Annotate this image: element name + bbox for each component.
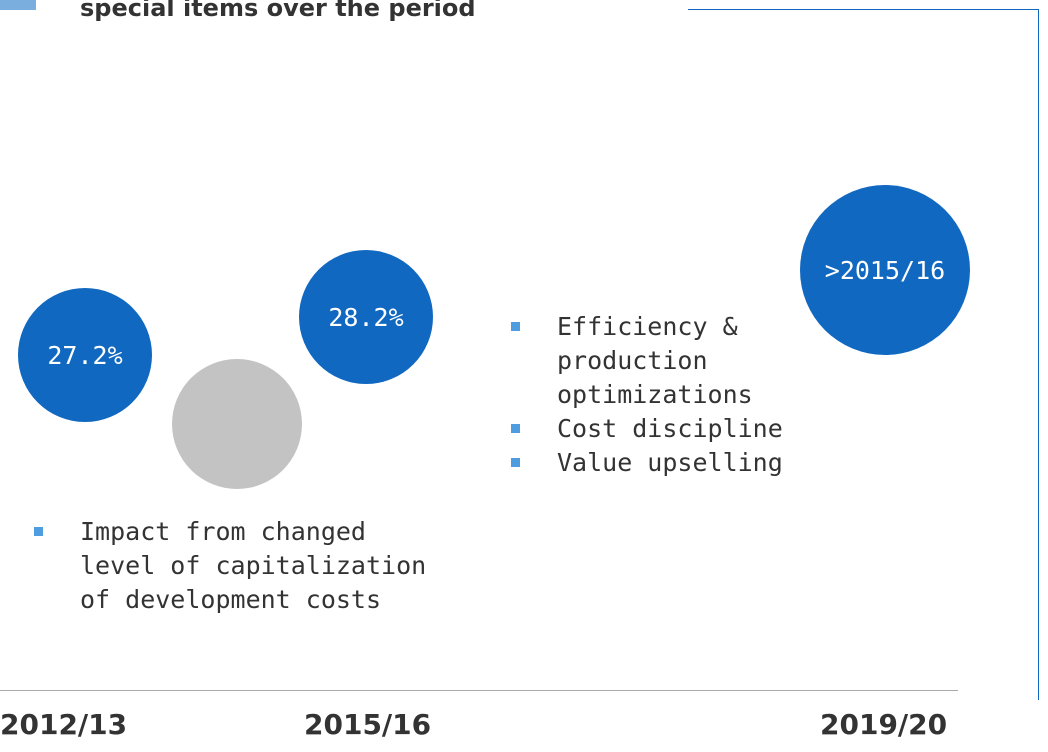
title: special items over the period <box>80 0 476 22</box>
circle-label: 27.2% <box>47 340 123 370</box>
timeline-axis <box>0 690 958 691</box>
bullet: Efficiency & production optimizations <box>511 310 801 412</box>
bullet: Value upselling <box>511 446 801 480</box>
year-label: 2012/13 <box>0 708 128 741</box>
circle: 27.2% <box>18 288 152 422</box>
circle-label: 28.2% <box>328 302 404 332</box>
bullet: Cost discipline <box>511 412 801 446</box>
frame <box>688 9 1039 700</box>
circle: 28.2% <box>299 250 433 384</box>
circle-label: >2015/16 <box>824 255 946 285</box>
bullet-list: Impact from changed level of capitalizat… <box>34 515 434 617</box>
circle <box>172 359 302 489</box>
year-label: 2015/16 <box>304 708 432 741</box>
corner-accent <box>0 0 36 10</box>
year-label: 2019/20 <box>820 708 948 741</box>
bullet: Impact from changed level of capitalizat… <box>34 515 434 617</box>
bullet-list: Efficiency & production optimizations Co… <box>511 310 801 480</box>
circle: >2015/16 <box>800 185 970 355</box>
